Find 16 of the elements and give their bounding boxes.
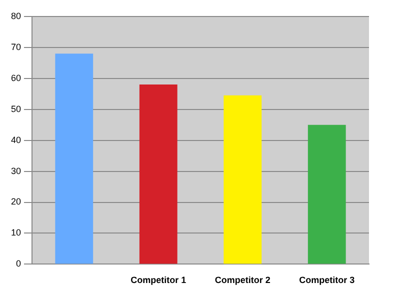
y-tick-label: 50 xyxy=(10,104,22,114)
y-tick-label: 20 xyxy=(10,196,22,207)
y-tick-label: 40 xyxy=(10,134,22,145)
bar xyxy=(55,54,94,264)
bar xyxy=(224,95,262,264)
bar xyxy=(308,124,346,264)
x-tick-label: Competitor 1 xyxy=(130,275,186,286)
x-tick-label: Competitor 3 xyxy=(299,275,355,286)
bar xyxy=(139,84,178,264)
y-tick-label: 80 xyxy=(10,10,22,21)
y-tick-label: 30 xyxy=(10,166,22,176)
x-tick-label: Competitor 2 xyxy=(214,275,270,286)
y-tick-label: 60 xyxy=(10,72,22,83)
y-tick-label: 70 xyxy=(10,42,22,52)
y-tick-label: 10 xyxy=(10,228,22,238)
y-tick-label: 0 xyxy=(16,258,22,269)
